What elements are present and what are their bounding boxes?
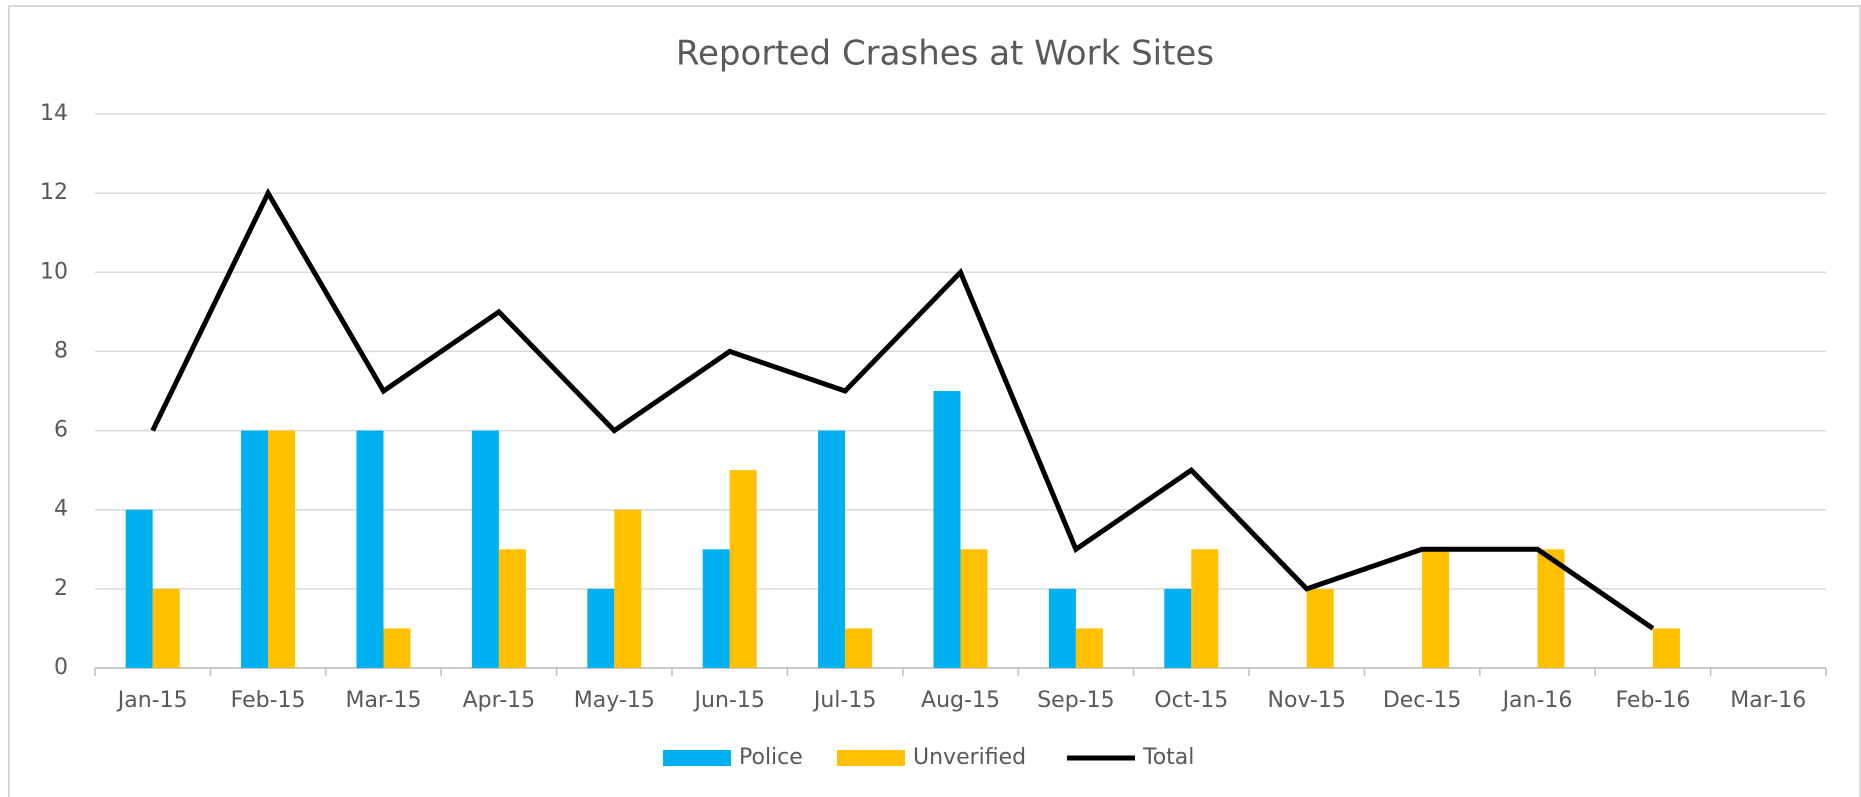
x-tick-label: Feb-16 <box>1615 688 1690 713</box>
legend-swatch <box>837 750 905 766</box>
y-tick-label: 8 <box>54 338 68 363</box>
bar <box>1048 588 1076 668</box>
bar <box>587 588 615 668</box>
y-tick-label: 2 <box>54 576 68 601</box>
legend-label: Unverified <box>913 745 1026 770</box>
x-tick-label: Jan-15 <box>116 688 188 713</box>
x-tick-label: Mar-15 <box>345 688 421 713</box>
x-tick-label: Apr-15 <box>463 688 536 713</box>
bar <box>471 430 499 668</box>
bar <box>933 391 961 668</box>
bar <box>614 509 642 668</box>
bar <box>845 628 873 668</box>
bar <box>152 588 180 668</box>
legend-label: Total <box>1142 745 1194 770</box>
bar <box>1537 549 1565 668</box>
bar <box>1164 588 1192 668</box>
x-tick-label: Feb-15 <box>231 688 306 713</box>
bar <box>702 549 730 668</box>
x-tick-label: Jun-15 <box>693 688 765 713</box>
bar <box>1652 628 1680 668</box>
bar <box>383 628 411 668</box>
y-tick-label: 0 <box>54 655 68 680</box>
bar <box>1191 549 1219 668</box>
legend-label: Police <box>739 745 803 770</box>
x-tick-label: Jan-16 <box>1501 688 1573 713</box>
x-tick-label: Nov-15 <box>1268 688 1346 713</box>
bar <box>818 430 846 668</box>
x-tick-label: Dec-15 <box>1383 688 1462 713</box>
bar <box>1306 588 1334 668</box>
y-tick-label: 14 <box>40 101 68 126</box>
x-tick-label: Mar-16 <box>1730 688 1806 713</box>
x-tick-label: Aug-15 <box>921 688 1000 713</box>
x-tick-label: Oct-15 <box>1154 688 1228 713</box>
bar <box>241 430 269 668</box>
x-tick-label: May-15 <box>574 688 655 713</box>
bar <box>960 549 988 668</box>
bar <box>729 470 757 668</box>
x-tick-label: Sep-15 <box>1037 688 1114 713</box>
bar <box>356 430 384 668</box>
y-tick-label: 6 <box>54 418 68 443</box>
y-tick-label: 10 <box>40 259 68 284</box>
bar <box>1075 628 1103 668</box>
bar <box>498 549 526 668</box>
y-tick-label: 4 <box>54 497 68 522</box>
bar <box>268 430 296 668</box>
legend-swatch <box>663 750 731 766</box>
chart-title: Reported Crashes at Work Sites <box>676 34 1214 74</box>
line <box>150 187 1655 631</box>
bar <box>1422 549 1450 668</box>
bar <box>125 509 153 668</box>
y-tick-label: 12 <box>40 180 68 205</box>
x-tick-label: Jul-15 <box>812 688 876 713</box>
